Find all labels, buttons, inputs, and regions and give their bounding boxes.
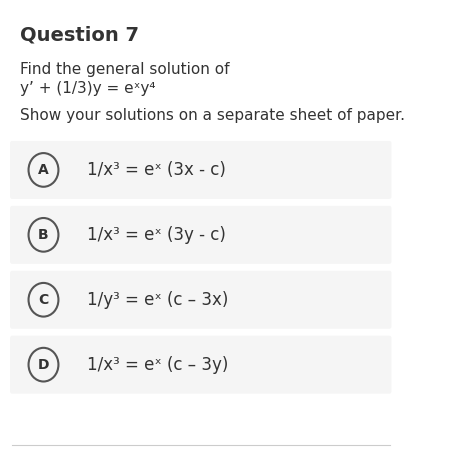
Text: B: B — [38, 228, 49, 242]
FancyBboxPatch shape — [10, 271, 391, 329]
Text: 1/x³ = eˣ (3y - c): 1/x³ = eˣ (3y - c) — [87, 226, 226, 244]
Text: C: C — [38, 293, 49, 307]
Text: D: D — [38, 358, 49, 371]
Text: A: A — [38, 163, 49, 177]
FancyBboxPatch shape — [10, 141, 391, 199]
Ellipse shape — [28, 348, 59, 381]
Text: 1/x³ = eˣ (3x - c): 1/x³ = eˣ (3x - c) — [87, 161, 226, 179]
Text: Find the general solution of: Find the general solution of — [20, 62, 230, 77]
FancyBboxPatch shape — [10, 336, 391, 394]
Ellipse shape — [28, 283, 59, 317]
Ellipse shape — [28, 153, 59, 187]
Text: Question 7: Question 7 — [20, 25, 139, 44]
Text: Show your solutions on a separate sheet of paper.: Show your solutions on a separate sheet … — [20, 109, 405, 124]
Text: 1/y³ = eˣ (c – 3x): 1/y³ = eˣ (c – 3x) — [87, 291, 228, 309]
Text: y’ + (1/3)y = eˣy⁴: y’ + (1/3)y = eˣy⁴ — [20, 81, 156, 96]
Text: 1/x³ = eˣ (c – 3y): 1/x³ = eˣ (c – 3y) — [87, 356, 228, 374]
Ellipse shape — [28, 218, 59, 252]
FancyBboxPatch shape — [10, 206, 391, 264]
